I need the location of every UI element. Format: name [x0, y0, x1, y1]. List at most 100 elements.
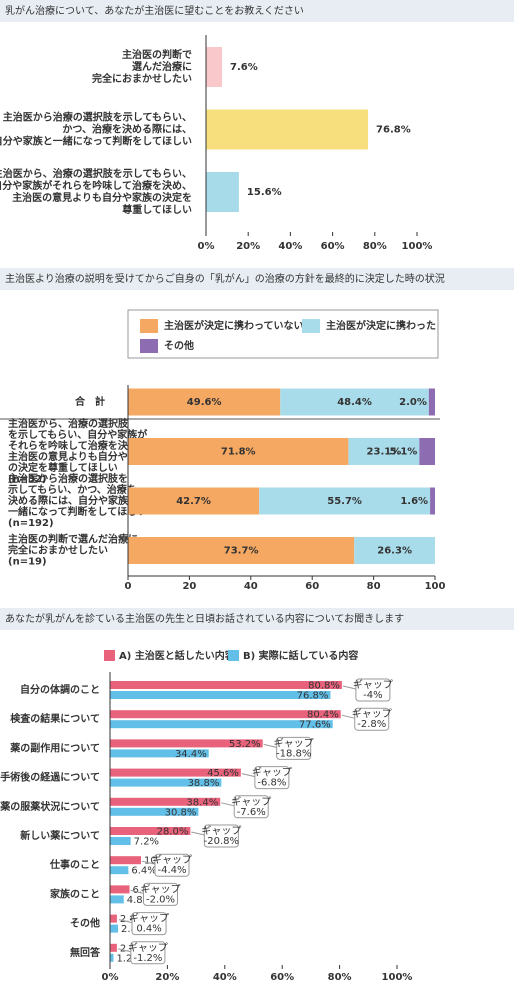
section-title: あなたが乳がんを診ている主治医の先生と日頃お話されている内容についてお聞きします [5, 612, 404, 625]
callout-pointer [342, 685, 357, 690]
category-label: 主治医から治療の選択肢を示してもらい、かつ、治療を決める際には、自分や家族と一緒… [8, 472, 147, 529]
gap-callout [131, 912, 167, 936]
bar [110, 943, 117, 952]
value-label: 30.8% [165, 807, 197, 818]
bar [110, 797, 221, 806]
callout-pointer [241, 773, 255, 778]
bar [110, 924, 119, 933]
x-tick-label: 60 [305, 581, 319, 592]
gap-value: -7.6% [237, 807, 266, 818]
x-tick-label: 20% [155, 972, 179, 983]
gap-callout [203, 824, 239, 848]
x-tick-label: 0 [125, 581, 132, 592]
gap-callout [130, 941, 166, 965]
value-label: 7.6% [230, 62, 258, 73]
bar-segment [280, 388, 429, 416]
gap-value: -18.8% [276, 748, 311, 759]
gap-callout [254, 766, 290, 790]
section-header [0, 608, 514, 630]
bar-segment [419, 438, 435, 465]
value-label: 73.7% [224, 546, 259, 557]
category-label: 主治医の判断で選んだ治療に完全におまかせしたい(n=19) [8, 533, 138, 568]
gap-value: -20.8% [204, 836, 239, 847]
legend-swatch [140, 339, 158, 353]
bar [110, 807, 199, 816]
gap-title: ギャップ [353, 679, 393, 691]
value-label: 38.8% [188, 778, 220, 789]
bar-segment [348, 438, 420, 465]
bar [110, 720, 333, 729]
x-tick-label: 80% [363, 241, 387, 252]
gap-callout [143, 882, 179, 906]
x-tick-label: 100% [402, 241, 433, 252]
x-tick-label: 40 [244, 581, 258, 592]
bar [110, 914, 117, 923]
callout-pointer [341, 714, 355, 719]
value-label: 49.6% [187, 397, 222, 408]
x-tick-label: 60% [270, 972, 294, 983]
category-label: 主治医から、治療の選択肢を示してもらい、自分や家族がそれらを吟味して治療を決め、… [0, 167, 192, 216]
bar-segment [430, 487, 435, 515]
x-tick-label: 20% [236, 241, 260, 252]
category-label: 検査の結果について [10, 712, 100, 725]
gap-value: -4% [363, 690, 382, 701]
gap-title: ギャップ [129, 913, 169, 925]
x-tick-label: 100 [425, 581, 446, 592]
bar [110, 778, 222, 787]
category-label: 家族のこと [50, 887, 100, 900]
legend-swatch [104, 650, 115, 661]
gap-title: ギャップ [128, 942, 168, 954]
value-label: 15.6% [247, 187, 282, 198]
section-header [0, 0, 514, 22]
value-label: 28.0% [157, 827, 189, 838]
category-label: 薬の服薬状況について [0, 800, 100, 813]
value-label: 76.8% [297, 691, 329, 702]
gap-callout [276, 736, 312, 760]
legend-box [127, 309, 439, 359]
bar-segment [428, 388, 435, 416]
bar-segment [354, 537, 435, 564]
value-label: 38.4% [186, 797, 218, 808]
category-label: 主治医から治療の選択肢を示してもらい、かつ、治療を決める際には、自分や家族と一緒… [0, 111, 192, 148]
callout-pointer [118, 919, 133, 924]
category-label: 手術後の経過について [0, 771, 100, 784]
category-label: 主治医から、治療の選択肢を示してもらい、自分や家族がそれらを吟味して治療を決め、… [8, 417, 149, 485]
bar [110, 681, 342, 689]
gap-value: -4.4% [157, 865, 186, 876]
value-label: 77.6% [299, 720, 331, 731]
value-label: 48.4% [337, 397, 372, 408]
value-label: 80.8% [308, 681, 340, 692]
x-tick-label: 60% [321, 241, 345, 252]
bar [206, 172, 239, 212]
gap-callout [354, 707, 390, 731]
gap-callout [355, 678, 391, 702]
category-label: 合 計 [74, 395, 105, 408]
bar [110, 710, 341, 719]
gap-callout [233, 795, 269, 819]
legend-swatch [302, 319, 320, 333]
gap-title: ギャップ [252, 767, 292, 779]
bar [110, 827, 191, 835]
section-title: 乳がん治療について、あなたが主治医に望むことをお教えください [5, 4, 304, 17]
bar-segment [128, 537, 355, 564]
gap-title: ギャップ [231, 796, 271, 808]
gap-title: ギャップ [201, 825, 241, 837]
legend-label: A) 主治医と話したい内容 [119, 649, 235, 662]
bar [110, 749, 209, 758]
value-label: 1.6% [400, 496, 428, 507]
section-title: 主治医より治療の説明を受けてからご自身の「乳がん」の治療の方針を最終的に決定した… [5, 272, 445, 285]
bar-segment [128, 388, 281, 416]
gap-value: -6.8% [257, 778, 286, 789]
value-label: 2.0% [399, 397, 427, 408]
bar [110, 691, 331, 699]
gap-value: -2.0% [146, 894, 175, 905]
callout-pointer [117, 948, 132, 953]
value-label: 80.4% [307, 710, 339, 721]
gap-callout [154, 853, 190, 877]
category-label: 薬の副作用について [9, 741, 100, 754]
value-label: 1.2% [116, 953, 141, 964]
callout-pointer [221, 802, 235, 807]
value-label: 42.7% [176, 496, 211, 507]
legend-swatch [228, 650, 239, 661]
gap-value: -1.2% [133, 953, 162, 964]
